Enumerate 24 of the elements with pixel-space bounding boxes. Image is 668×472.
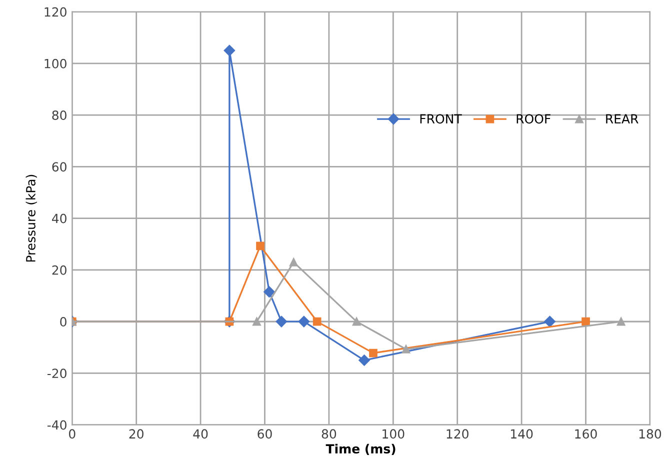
x-tick-label: 180: [639, 429, 662, 439]
x-tick-label: 160: [575, 429, 597, 439]
x-tick-label: 120: [446, 429, 468, 439]
y-tick-label: 40: [52, 214, 66, 224]
y-tick-label: 80: [52, 110, 66, 120]
x-tick-label: 80: [322, 429, 336, 439]
y-tick-label: 0: [60, 317, 66, 326]
legend-label: FRONT: [420, 114, 462, 124]
y-tick-label: 100: [44, 58, 66, 68]
y-tick-label: 20: [52, 265, 66, 275]
y-tick-label: 120: [44, 7, 66, 17]
x-axis-title: Time (ms): [326, 444, 396, 455]
x-tick-label: 60: [258, 429, 272, 439]
x-tick-label: 100: [382, 429, 404, 439]
x-tick-label: 40: [193, 429, 208, 439]
x-tick-label: 0: [68, 429, 76, 439]
y-tick-label: 60: [52, 162, 66, 172]
y-tick-label: -40: [47, 420, 66, 430]
y-axis-title: Pressure (kPa): [26, 174, 37, 262]
legend-label: ROOF: [516, 114, 550, 124]
x-tick-label: 140: [511, 429, 533, 439]
x-tick-label: 20: [129, 429, 144, 439]
legend-label: REAR: [606, 114, 638, 124]
y-tick-label: -20: [47, 368, 66, 378]
